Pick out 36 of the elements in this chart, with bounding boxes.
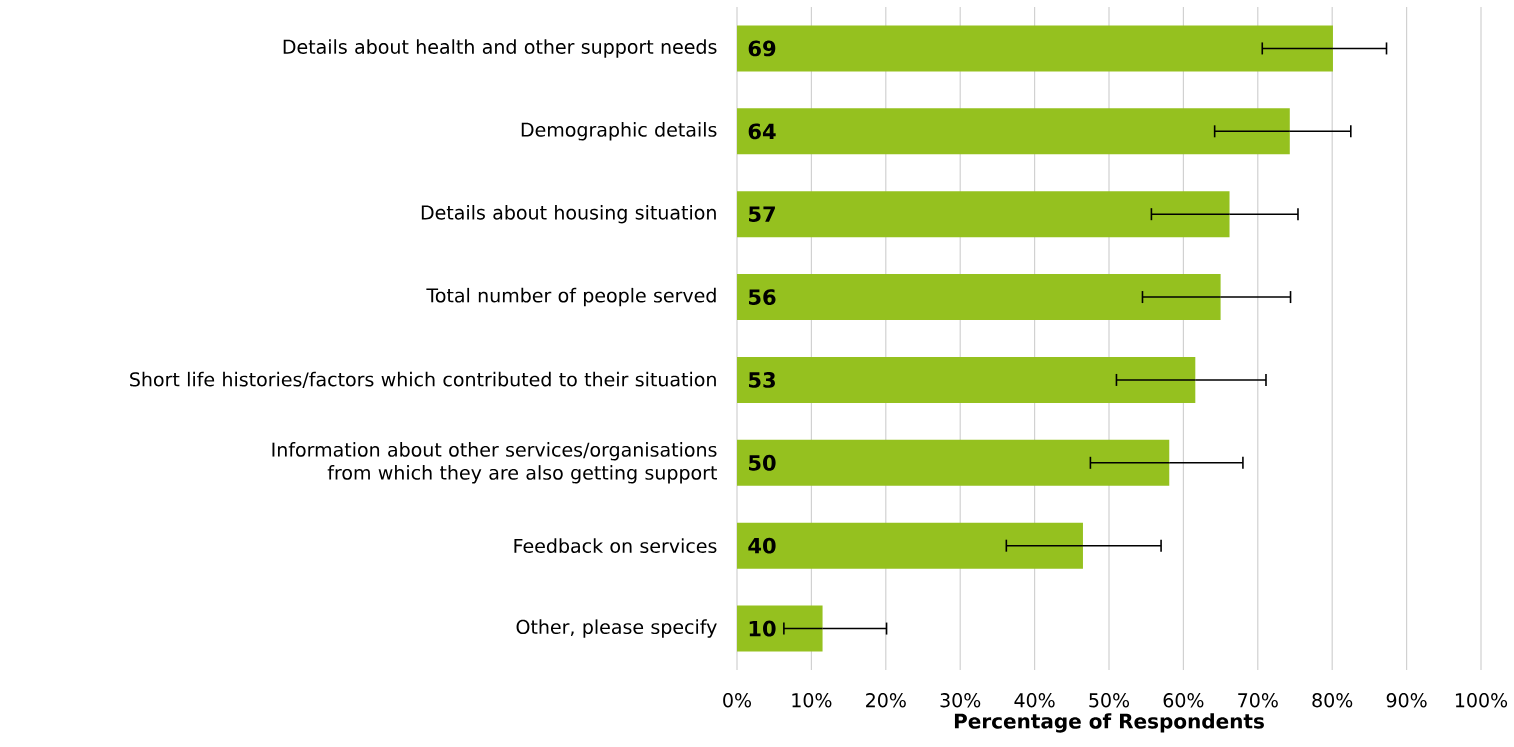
y-tick-label: Short life histories/factors which contributed to their situation [130, 371, 716, 389]
x-tick-label: 100% [1455, 693, 1508, 708]
x-tick-label: 70% [1238, 693, 1278, 708]
annotation: 57 [749, 206, 775, 222]
bar [737, 439, 1170, 486]
x-tick-label: 40% [1014, 693, 1055, 708]
x-tick-label: 90% [1386, 693, 1427, 708]
bar [737, 108, 1290, 155]
annotation: 50 [749, 454, 776, 471]
x-tick-label: 20% [866, 693, 906, 708]
annotation: 69 [748, 40, 776, 57]
bar [737, 522, 1083, 569]
annotation: 56 [749, 289, 776, 305]
annotation: 10 [749, 620, 776, 637]
y-tick-label: Details about housing situation [421, 205, 716, 224]
bar [737, 25, 1333, 72]
bar [737, 356, 1196, 403]
bar [737, 274, 1221, 321]
x-tick-label: 10% [792, 693, 832, 708]
x-tick-label: 50% [1089, 693, 1130, 708]
x-tick-label: 30% [940, 693, 981, 708]
y-tick-label: Details about health and other support needs [283, 39, 717, 58]
x-tick-label: 60% [1163, 693, 1204, 708]
annotation: 40 [748, 537, 776, 554]
bar [737, 191, 1230, 238]
y-tick-label: Feedback on services [514, 538, 717, 554]
y-tick-label: Total number of people served [426, 287, 716, 307]
x-axis-title: Percentage of Respondents [954, 713, 1264, 733]
x-tick-label: 80% [1312, 693, 1353, 708]
y-tick-label: Other, please specify [516, 619, 717, 638]
x-tick-label: 0% [723, 693, 752, 708]
annotation: 53 [749, 371, 775, 388]
annotation: 64 [748, 123, 776, 140]
y-tick-label: Demographic details [521, 122, 717, 141]
y-tick-label: Information about other services/organisations from which they are also getting support [272, 442, 717, 484]
bar [737, 605, 823, 652]
